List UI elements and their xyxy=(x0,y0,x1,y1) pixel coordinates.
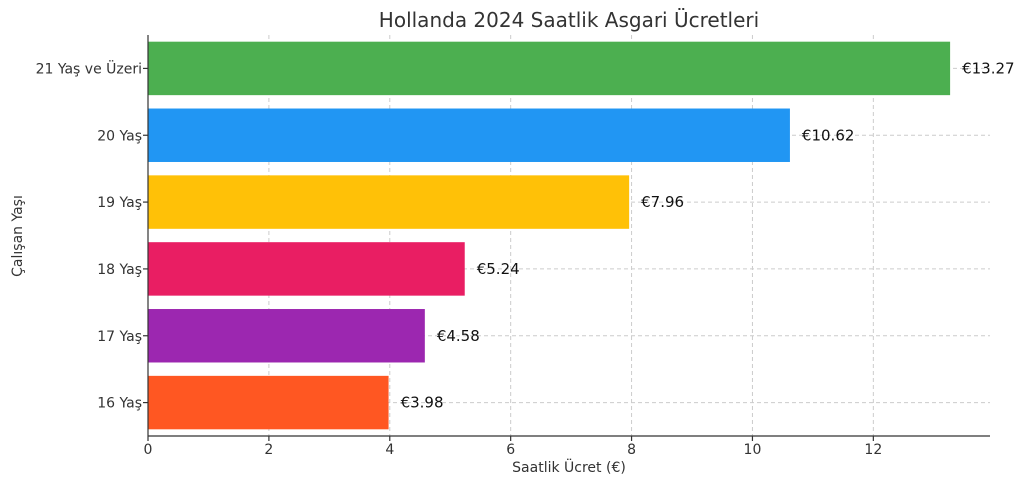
y-tick-label: 21 Yaş ve Üzeri xyxy=(36,59,142,77)
x-tick-label: 0 xyxy=(144,442,153,458)
data-label: €7.96 xyxy=(641,193,684,211)
data-label: €5.24 xyxy=(477,260,520,278)
axes xyxy=(147,35,990,437)
x-tick-label: 4 xyxy=(385,442,394,458)
x-tick-label: 12 xyxy=(864,442,882,458)
data-label: €3.98 xyxy=(401,394,444,412)
x-axis-label: Saatlik Ücret (€) xyxy=(512,458,626,476)
bar xyxy=(148,108,790,162)
bar xyxy=(148,375,389,430)
data-label: €4.58 xyxy=(437,327,480,345)
x-tick-label: 8 xyxy=(627,442,636,458)
data-labels: €3.98 €4.58 €5.24 €7.96 €10.62 €13.27 xyxy=(401,59,1015,411)
y-tick-label: 17 Yaş xyxy=(97,329,142,345)
y-tick-label: 20 Yaş xyxy=(97,128,142,144)
x-ticks: 0 2 4 6 8 10 12 xyxy=(144,436,882,458)
x-tick-label: 6 xyxy=(506,442,515,458)
y-tick-label: 16 Yaş xyxy=(97,396,142,412)
y-tick-label: 19 Yaş xyxy=(97,195,142,211)
bar xyxy=(148,242,465,296)
data-label: €10.62 xyxy=(802,126,855,144)
bars xyxy=(148,41,951,430)
bar xyxy=(148,309,425,363)
chart-title: Hollanda 2024 Saatlik Asgari Ücretleri xyxy=(379,8,759,32)
x-tick-label: 2 xyxy=(264,442,273,458)
x-tick-label: 10 xyxy=(744,442,762,458)
y-axis-label: Çalışan Yaşı xyxy=(10,195,26,277)
y-tick-label: 18 Yaş xyxy=(97,262,142,278)
y-ticks: 16 Yaş 17 Yaş 18 Yaş 19 Yaş 20 Yaş 21 Yaş ve … xyxy=(36,59,148,412)
data-label: €13.27 xyxy=(962,59,1015,77)
bar xyxy=(148,175,630,229)
bar xyxy=(148,41,951,96)
